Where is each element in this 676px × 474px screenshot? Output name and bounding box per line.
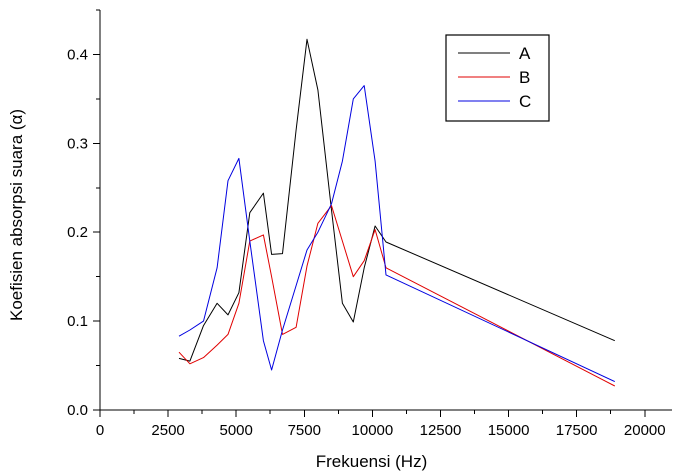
x-tick-label: 12500	[420, 422, 462, 439]
axes	[99, 10, 672, 411]
y-axis-title: Koefisien absorpsi suara (α)	[7, 109, 26, 321]
y-tick-label: 0.0	[67, 402, 88, 419]
series-line-b	[178, 205, 616, 387]
x-tick-label: 20000	[624, 422, 666, 439]
x-axis-title: Frekuensi (Hz)	[316, 452, 427, 471]
legend-label-a: A	[519, 44, 531, 63]
y-tick-label: 0.4	[67, 46, 88, 63]
x-tick-label: 7500	[288, 422, 321, 439]
legend: ABC	[445, 34, 550, 122]
y-tick-label: 0.2	[67, 224, 88, 241]
legend-box	[445, 34, 550, 122]
y-tick-label: 0.1	[67, 313, 88, 330]
x-tick-label: 0	[96, 422, 104, 439]
x-tick-label: 5000	[220, 422, 253, 439]
x-tick-label: 2500	[151, 422, 184, 439]
legend-label-c: C	[519, 92, 531, 111]
series-line-a	[178, 38, 615, 362]
legend-label-b: B	[519, 68, 530, 87]
x-tick-label: 17500	[556, 422, 598, 439]
series-lines	[178, 38, 616, 387]
axis-ticks: 0 2500 5000 7500 10000 12500 15000 17500 20000 0.…	[67, 9, 666, 439]
x-tick-label: 15000	[488, 422, 530, 439]
series-line-c	[178, 85, 616, 383]
y-tick-label: 0.3	[67, 135, 88, 152]
x-tick-label: 10000	[352, 422, 394, 439]
